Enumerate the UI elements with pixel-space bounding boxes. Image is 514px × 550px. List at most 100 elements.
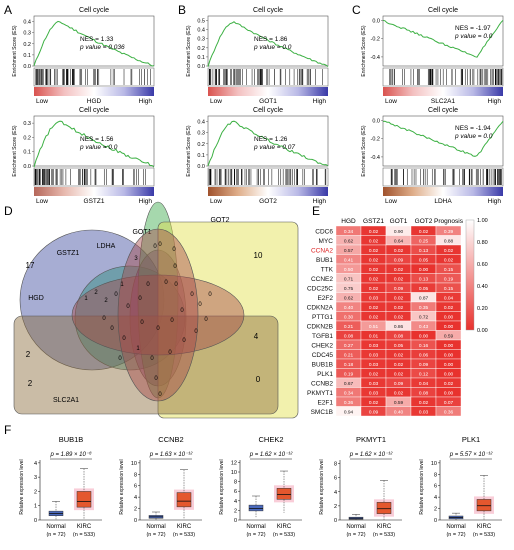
x-tick-label: KIRC bbox=[377, 524, 392, 530]
heatmap-cell-value: 0.08 bbox=[394, 334, 404, 340]
boxplot-chek2: CHEK2 p = 1.62 × 10⁻¹² 0 2 4 6 8 10 12 Relative e… bbox=[219, 435, 302, 538]
heatmap-cell-value: 0.00 bbox=[444, 315, 454, 321]
venn-set-label: SLC2A1 bbox=[53, 397, 79, 404]
heatmap-row-label: BUB1 bbox=[316, 257, 333, 264]
panel-label-c: C bbox=[352, 3, 361, 17]
y-axis-label: Enrichment Score (ES) bbox=[186, 125, 192, 176]
y-tick-label: 2 bbox=[234, 508, 237, 514]
heatmap-cell-value: 0.04 bbox=[444, 296, 454, 302]
venn-count: 0 bbox=[198, 302, 202, 308]
p-value-label: p = 5.57 × 10⁻¹² bbox=[449, 452, 494, 458]
y-tick-label: 3 bbox=[34, 475, 37, 481]
y-tick-label: 4 bbox=[134, 495, 137, 501]
heatmap-cell-value: 0.64 bbox=[394, 239, 404, 245]
colorbar-tick-label: 0.60 bbox=[477, 262, 488, 268]
heatmap-cell bbox=[435, 406, 462, 417]
heatmap-cell-value: 0.21 bbox=[344, 324, 354, 330]
heatmap-cell-value: 0.02 bbox=[394, 267, 404, 273]
venn-count: 0 bbox=[154, 376, 158, 382]
x-tick-label: KIRC bbox=[177, 524, 192, 530]
heatmap-cell-value: 0.36 bbox=[444, 410, 454, 416]
boxplot-plk1: PLK1 p = 5.57 × 10⁻¹² 0 2 4 6 8 10 Relative expr… bbox=[419, 435, 502, 538]
x-tick-label: Normal bbox=[446, 524, 465, 530]
y-tick-label: 0.0 bbox=[23, 64, 31, 70]
high-label: High bbox=[139, 198, 153, 205]
heatmap-column-label: Prognosis bbox=[434, 218, 464, 225]
y-axis-label: Enrichment Score (ES) bbox=[12, 125, 18, 176]
venn-count: 0 bbox=[173, 264, 177, 270]
y-tick-label: 0.0 bbox=[372, 19, 380, 25]
nes-label: NES = 1.26 bbox=[254, 136, 288, 143]
nes-label: NES = 1.86 bbox=[254, 36, 288, 43]
venn-count: 2 bbox=[104, 298, 108, 304]
low-label: Low bbox=[385, 98, 397, 105]
enrichment-curve bbox=[207, 21, 329, 67]
p-value-label: p = 1.89 × 10⁻⁸ bbox=[49, 451, 92, 458]
boxplot-title: CHEK2 bbox=[258, 435, 283, 444]
heatmap-cell-value: 0.02 bbox=[419, 400, 429, 406]
venn-count: 0 bbox=[138, 296, 142, 302]
colorbar-tick-label: 0.00 bbox=[477, 328, 488, 334]
heatmap-row-label: CDKN2B bbox=[307, 323, 333, 330]
venn-count: 0 bbox=[170, 318, 174, 324]
heatmap-cell-value: 0.02 bbox=[394, 277, 404, 283]
heatmap-cell-value: 0.51 bbox=[369, 324, 379, 330]
ranking-gradient-bar bbox=[208, 187, 328, 196]
low-label: Low bbox=[36, 198, 48, 205]
gene-label: GOT2 bbox=[259, 198, 277, 205]
heatmap-row-label: TTK bbox=[321, 266, 334, 273]
heatmap-cell-value: 0.25 bbox=[419, 239, 429, 245]
heatmap-cell-value: 0.03 bbox=[369, 353, 379, 359]
group-n-label: (n = 72) bbox=[346, 532, 365, 538]
ranking-gradient-bar bbox=[383, 187, 503, 196]
venn-count: 0 bbox=[194, 329, 198, 335]
p-value-label: p value = 0.0 bbox=[454, 133, 493, 140]
hit-track bbox=[33, 167, 155, 187]
y-tick-label: 8 bbox=[334, 462, 337, 468]
heatmap-cell-value: 0.05 bbox=[419, 286, 429, 292]
hit-track bbox=[207, 167, 329, 187]
low-label: Low bbox=[36, 98, 48, 105]
heatmap-cell-value: 0.02 bbox=[444, 305, 454, 311]
y-axis-label: Enrichment Score (ES) bbox=[361, 125, 367, 176]
heatmap-column-label: GSTZ1 bbox=[363, 218, 384, 225]
venn-set-slc2a1 bbox=[13, 315, 279, 415]
gsea-plots: Cell cycle 0.0 0.1 0.2 0.3 0.4 Enrichment Scor… bbox=[12, 7, 504, 205]
heatmap-cell-value: 0.00 bbox=[444, 343, 454, 349]
heatmap-cell-value: 0.34 bbox=[344, 391, 354, 397]
nes-label: NES = 1.33 bbox=[80, 36, 114, 43]
nes-label: NES = -1.94 bbox=[455, 125, 491, 132]
heatmap-cell-value: 0.43 bbox=[419, 324, 429, 330]
heatmap-cell-value: 0.00 bbox=[444, 362, 454, 368]
y-tick-label: 6 bbox=[134, 484, 137, 490]
heatmap-cell-value: 0.02 bbox=[394, 353, 404, 359]
y-tick-label: 2 bbox=[434, 507, 437, 513]
venn-count: 2 bbox=[28, 379, 33, 388]
heatmap-cell-value: 0.19 bbox=[444, 277, 454, 283]
x-tick-label: Normal bbox=[346, 524, 365, 530]
heatmap-cell-value: 0.90 bbox=[394, 229, 404, 235]
heatmap-cell-value: 0.62 bbox=[344, 239, 354, 245]
y-tick-label: 0 bbox=[434, 518, 437, 524]
gsea-plot-gstz1: Cell cycle 0.0 0.1 0.2 0.3 Enrichment Score (… bbox=[12, 107, 155, 205]
gene-label: LDHA bbox=[434, 198, 452, 205]
heatmap-cell-value: 0.16 bbox=[419, 343, 429, 349]
nes-label: NES = -1.97 bbox=[455, 25, 491, 32]
heatmap-cell-value: 0.01 bbox=[369, 334, 379, 340]
heatmap-cell-value: 0.35 bbox=[419, 305, 429, 311]
heatmap-column-label: GOT2 bbox=[415, 218, 433, 225]
ranking-gradient-bar bbox=[383, 87, 503, 96]
gsea-plot-ldha: Cell cycle -0.4 -0.2 0.0 Enrichment Score (E… bbox=[361, 107, 504, 205]
venn-diagram: HGDGSTZ1LDHAGOT1GOT2SLC2A117210402220003… bbox=[13, 201, 299, 419]
y-tick-label: 0.2 bbox=[197, 142, 205, 148]
enrichment-curve bbox=[207, 120, 329, 167]
y-tick-label: 2 bbox=[134, 507, 137, 513]
heatmap-cell-value: 0.62 bbox=[344, 296, 354, 302]
heatmap-cell-value: 0.21 bbox=[344, 353, 354, 359]
panel-label-f: F bbox=[4, 423, 11, 437]
boxplot-bub1b: BUB1B p = 1.89 × 10⁻⁸ 0 1 2 3 4 Relative expres… bbox=[19, 435, 102, 538]
y-tick-label: 4 bbox=[434, 495, 437, 501]
group-n-label: (n = 533) bbox=[173, 532, 195, 538]
heatmap-cell-value: 0.18 bbox=[344, 362, 354, 368]
